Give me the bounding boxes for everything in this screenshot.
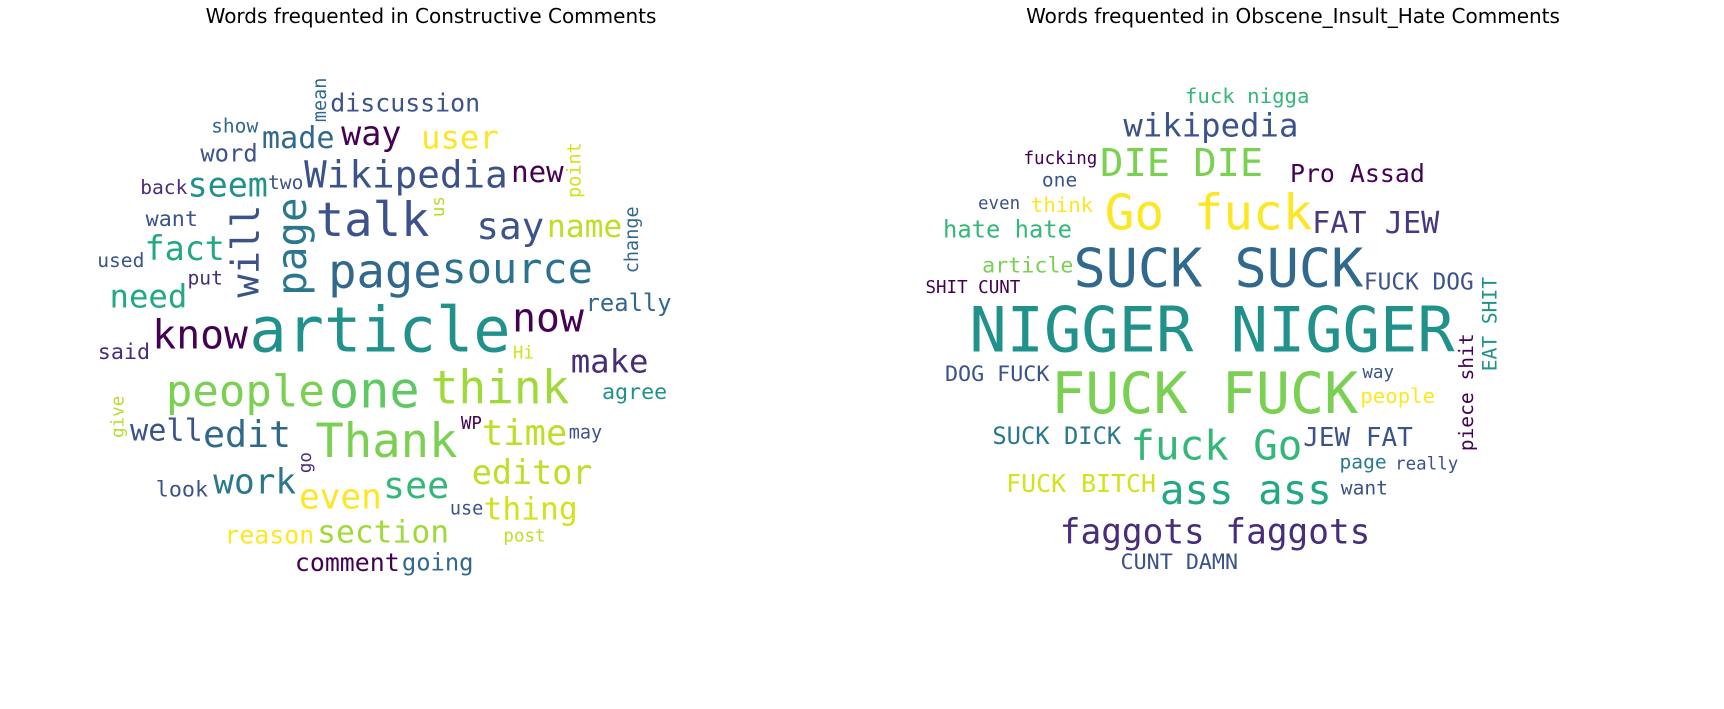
cloud-word: way — [1362, 363, 1394, 383]
cloud-word: NIGGER NIGGER — [969, 294, 1455, 367]
cloud-word: people — [1360, 384, 1435, 408]
cloud-word: change — [622, 206, 643, 273]
cloud-word: wikipedia — [1123, 107, 1298, 145]
cloud-word: put — [188, 267, 223, 290]
cloud-word: look — [156, 477, 208, 502]
cloud-word: piece shit — [1455, 333, 1478, 451]
cloud-word: SHIT CUNT — [925, 278, 1020, 298]
cloud-word: really — [1395, 454, 1458, 474]
cloud-word: section — [317, 514, 449, 550]
cloud-word: fuck nigga — [1185, 84, 1310, 108]
cloud-word: make — [571, 343, 649, 381]
cloud-word: fact — [144, 229, 224, 268]
cloud-word: go — [296, 452, 316, 473]
cloud-word: see — [383, 464, 449, 507]
cloud-word: comment — [295, 548, 400, 577]
constructive-cloud-panel: Words frequented in Constructive Comment… — [97, 4, 672, 577]
cloud-word: know — [152, 313, 248, 359]
cloud-word: page — [268, 197, 316, 295]
cloud-word: seem — [187, 166, 267, 205]
cloud-word: article — [249, 294, 510, 367]
cloud-word: DOG FUCK — [945, 362, 1049, 387]
cloud-word: faggots faggots — [1060, 512, 1371, 552]
cloud-word: fucking — [1024, 149, 1098, 169]
cloud-word: people — [166, 366, 325, 417]
cloud-word: will — [223, 204, 268, 297]
cloud-word: now — [512, 296, 584, 342]
cloud-word: work — [213, 462, 296, 502]
cloud-word: FUCK FUCK — [1051, 361, 1358, 427]
cloud-word: give — [109, 396, 129, 438]
cloud-word: Hi — [513, 344, 534, 364]
cloud-word: FAT JEW — [1312, 206, 1440, 241]
cloud-word: Wikipedia — [304, 153, 508, 197]
cloud-word: want — [1341, 477, 1388, 500]
cloud-word: even — [978, 194, 1020, 214]
cloud-word: hate hate — [943, 216, 1072, 244]
cloud-word: mean — [310, 78, 331, 123]
cloud-word: think — [431, 360, 570, 414]
cloud-word: one — [1042, 168, 1077, 191]
cloud-word: time — [482, 413, 568, 454]
obscene-cloud-panel: Words frequented in Obscene_Insult_Hate … — [862, 0, 1724, 709]
cloud-word: page — [1340, 451, 1387, 474]
cloud-word: show — [211, 115, 258, 138]
obscene-cloud-title: Words frequented in Obscene_Insult_Hate … — [1026, 4, 1560, 28]
cloud-word: want — [146, 207, 198, 232]
cloud-word: may — [569, 423, 602, 444]
cloud-word: point — [564, 142, 585, 198]
cloud-word: editor — [472, 453, 593, 492]
cloud-word: well — [130, 414, 203, 449]
cloud-word: new — [511, 155, 564, 189]
cloud-word: word — [200, 139, 257, 167]
cloud-word: CUNT DAMN — [1121, 550, 1239, 575]
cloud-word: name — [547, 209, 622, 245]
cloud-word: user — [421, 119, 499, 157]
cloud-word: talk — [316, 193, 430, 248]
cloud-word: used — [97, 249, 144, 272]
cloud-word: DIE DIE — [1100, 141, 1263, 186]
cloud-word: FUCK BITCH — [1006, 469, 1156, 498]
cloud-word: WP — [461, 414, 482, 434]
cloud-word: Go fuck — [1105, 184, 1313, 242]
cloud-word: ass ass — [1160, 466, 1332, 514]
cloud-word: SUCK SUCK — [1073, 237, 1363, 300]
cloud-word: Pro Assad — [1290, 159, 1425, 188]
cloud-word: say — [476, 204, 544, 248]
cloud-word: FUCK DOG — [1364, 269, 1474, 295]
cloud-word: JEW FAT — [1303, 423, 1413, 453]
cloud-word: going — [402, 549, 474, 577]
cloud-word: really — [586, 289, 672, 317]
cloud-word: page — [328, 244, 442, 299]
cloud-word: one — [329, 361, 420, 420]
cloud-word: use — [450, 499, 483, 520]
cloud-word: two — [268, 171, 303, 194]
cloud-word: EAT SHIT — [1478, 277, 1501, 372]
cloud-word: think — [1031, 193, 1094, 217]
cloud-word: post — [503, 527, 545, 547]
cloud-word: way — [341, 114, 401, 153]
cloud-word: reason — [224, 521, 314, 550]
cloud-word: said — [98, 340, 150, 365]
cloud-word: even — [299, 478, 382, 518]
cloud-word: SUCK DICK — [992, 422, 1122, 450]
cloud-word: back — [140, 176, 187, 199]
cloud-word: discussion — [330, 88, 480, 117]
cloud-word: edit — [203, 413, 291, 456]
cloud-word: Thank — [315, 414, 457, 469]
cloud-word: need — [110, 277, 188, 315]
cloud-word: thing — [483, 491, 577, 527]
cloud-word: made — [262, 121, 335, 156]
cloud-word: article — [982, 254, 1073, 279]
cloud-word: source — [442, 244, 593, 293]
cloud-word: agree — [602, 380, 667, 405]
cloud-word: us — [429, 196, 449, 217]
cloud-word: fuck Go — [1130, 421, 1302, 469]
constructive-cloud-title: Words frequented in Constructive Comment… — [205, 4, 657, 28]
